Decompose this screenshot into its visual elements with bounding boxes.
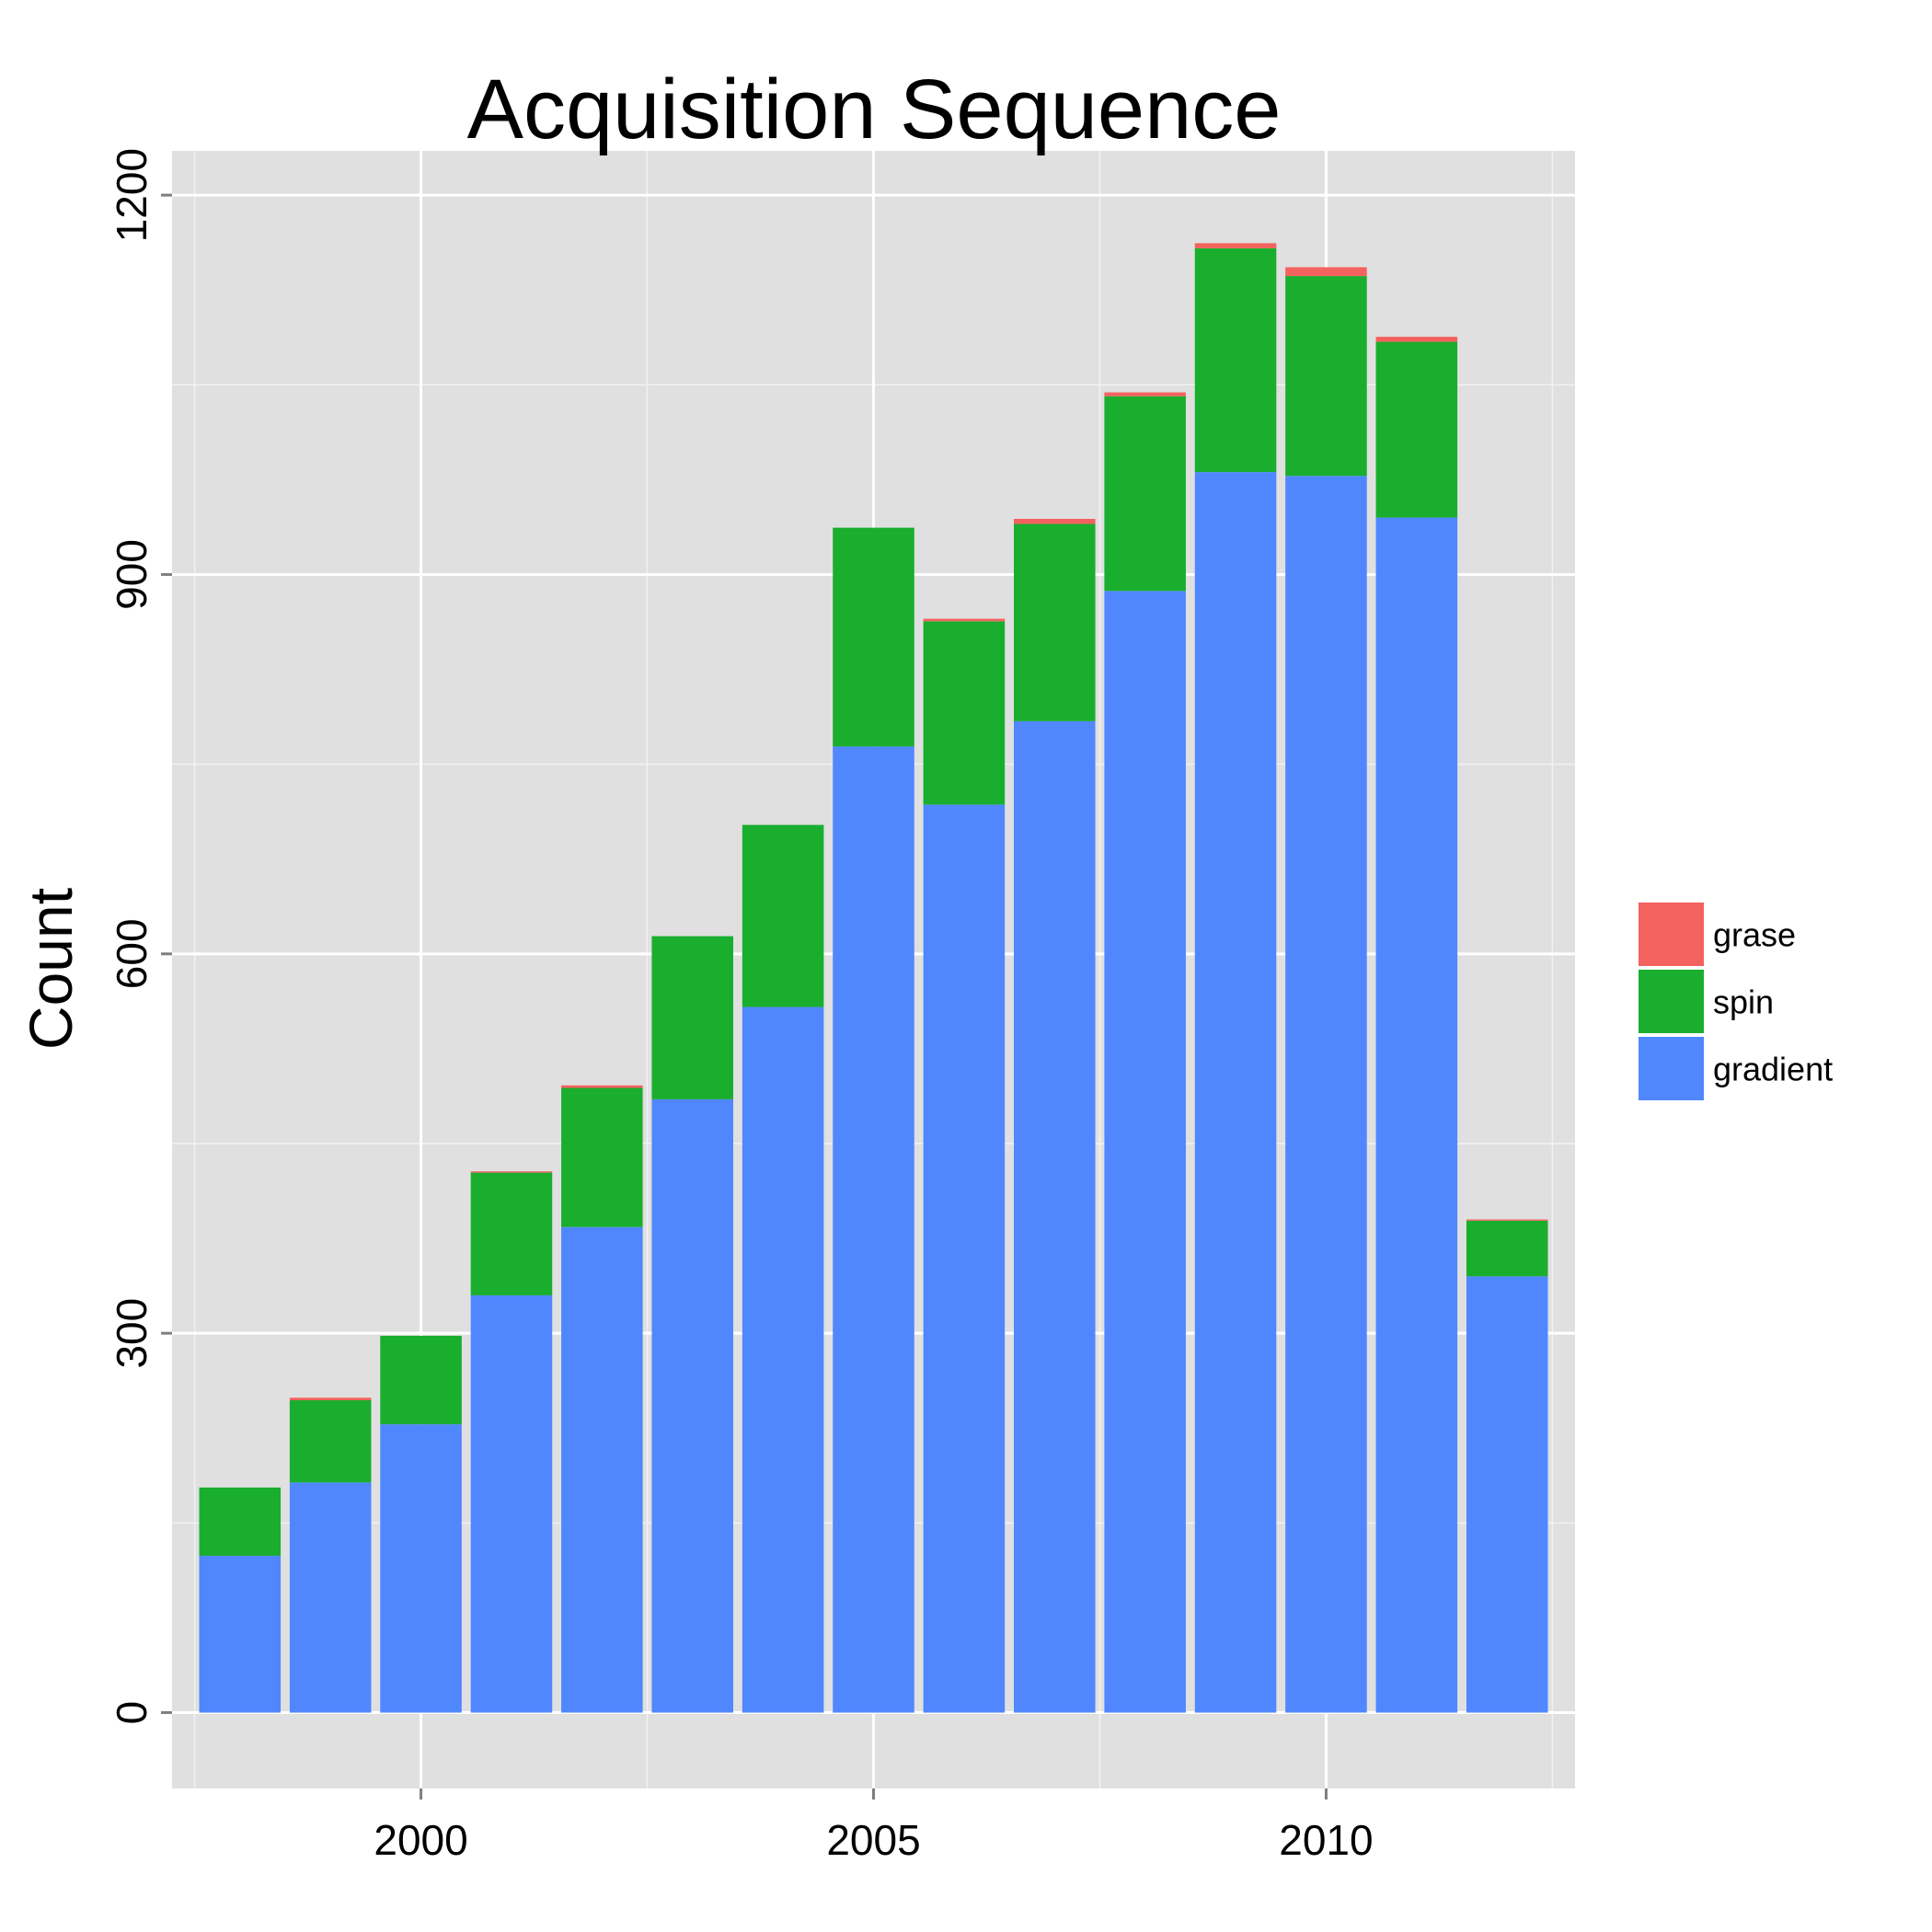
x-tick-label: 2005 [826,1816,920,1864]
bar-spin-2002 [561,1087,643,1227]
legend-label-spin: spin [1713,983,1774,1021]
bar-spin-2001 [470,1172,553,1295]
bar-spin-1999 [289,1400,372,1483]
bar-spin-1998 [199,1487,282,1557]
x-tick-label: 2000 [374,1816,467,1864]
bar-gradient-2000 [380,1424,462,1713]
x-tick-label: 2010 [1279,1816,1373,1864]
bar-grase-2011 [1375,337,1458,342]
bar-gradient-2008 [1104,591,1186,1713]
bar-spin-2006 [923,621,1006,805]
bar-spin-2011 [1375,341,1458,518]
chart-title: Acquisition Sequence [467,63,1282,156]
y-tick-label: 0 [108,1701,155,1725]
bar-gradient-2001 [470,1294,553,1713]
y-tick-label: 1200 [108,148,155,242]
bar-spin-2008 [1104,396,1186,592]
bar-spin-2010 [1285,276,1367,477]
bar-grase-2009 [1194,243,1277,248]
bars [199,243,1548,1713]
tick-labels: 0 300 600 900 1200 2000 2005 2010 [108,148,1374,1864]
bar-spin-2004 [742,824,824,1007]
bar-gradient-1999 [289,1482,372,1713]
bar-grase-2002 [561,1085,643,1088]
bar-grase-1999 [289,1397,372,1401]
bar-gradient-2012 [1466,1276,1548,1713]
bar-gradient-2007 [1014,720,1096,1713]
bar-gradient-2006 [923,804,1006,1713]
y-axis-label: Count [17,888,85,1050]
bar-spin-2003 [651,936,733,1099]
bar-gradient-2011 [1375,517,1458,1713]
bar-gradient-2003 [651,1098,733,1713]
bar-spin-2009 [1194,247,1277,473]
bar-grase-2008 [1104,392,1186,397]
axis-ticks [161,193,1328,1800]
bar-gradient-2004 [742,1006,824,1713]
bar-grase-2007 [1014,518,1096,524]
y-tick-label: 300 [108,1298,155,1369]
legend-label-grase: grase [1713,916,1796,954]
legend-key-gradient [1637,1035,1706,1102]
bar-grase-2001 [470,1171,553,1173]
bar-spin-2007 [1014,523,1096,721]
bar-grase-2010 [1285,267,1367,277]
bar-gradient-2005 [833,746,914,1713]
bar-gradient-2002 [561,1226,643,1713]
legend: grase spin gradient [1637,901,1833,1102]
bar-spin-2005 [833,527,914,747]
bar-grase-2006 [923,618,1006,622]
bar-gradient-2010 [1285,476,1367,1713]
legend-key-grase [1637,901,1706,968]
bar-gradient-2009 [1194,472,1277,1713]
y-tick-label: 900 [108,539,155,610]
bar-gradient-1998 [199,1556,282,1713]
bar-spin-2012 [1466,1220,1548,1277]
y-tick-label: 600 [108,918,155,989]
legend-key-spin [1637,968,1706,1035]
legend-label-gradient: gradient [1713,1051,1833,1088]
bar-spin-2000 [380,1335,462,1425]
bar-grase-2012 [1466,1219,1548,1221]
